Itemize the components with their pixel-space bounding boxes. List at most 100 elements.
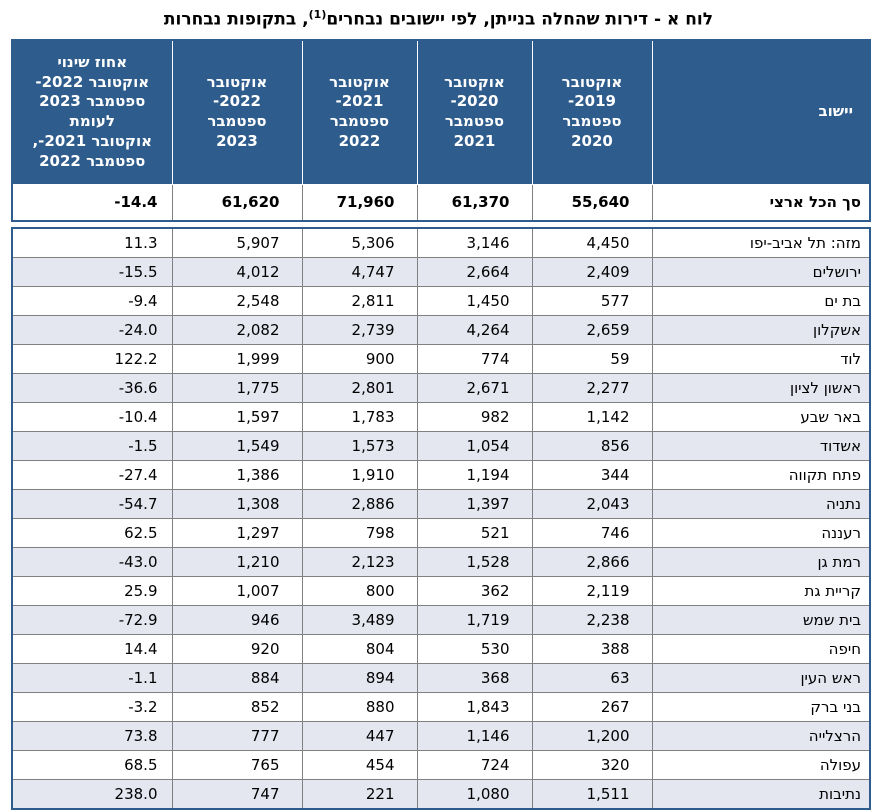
value-cell: 920 [171, 633, 303, 664]
locality-cell: באר שבע [651, 401, 871, 432]
value-cell: 1,999 [171, 343, 303, 374]
change-cell: 122.2 [11, 343, 173, 374]
locality-cell: מזה: תל אביב-יפו [651, 227, 871, 258]
locality-cell: אשדוד [651, 430, 871, 461]
value-cell: 320 [531, 749, 653, 780]
change-cell: 68.5 [11, 749, 173, 780]
value-cell: 852 [171, 691, 303, 722]
locality-cell: ירושלים [651, 256, 871, 287]
change-cell: -3.2 [11, 691, 173, 722]
value-cell: 1,386 [171, 459, 303, 490]
value-cell: 4,264 [416, 314, 533, 345]
change-cell: 62.5 [11, 517, 173, 548]
table-row: קריית גת 2,119 362 800 1,007 25.9 [11, 575, 871, 606]
value-cell: 1,597 [171, 401, 303, 432]
change-cell: -15.5 [11, 256, 173, 287]
table-row: אשקלון 2,659 4,264 2,739 2,082 -24.0 [11, 314, 871, 345]
locality-cell: בני ברק [651, 691, 871, 722]
value-cell: 4,012 [171, 256, 303, 287]
table-row: פתח תקווה 344 1,194 1,910 1,386 -27.4 [11, 459, 871, 490]
value-cell: 2,664 [416, 256, 533, 287]
header-period-2022-2023: אוקטובר 2022- ספטמבר 2023 [171, 39, 303, 185]
title-tail: , בתקופות נבחרות [163, 9, 309, 30]
locality-cell: נתיבות [651, 778, 871, 810]
table-row: הרצלייה 1,200 1,146 447 777 73.8 [11, 720, 871, 751]
value-cell: 2,119 [531, 575, 653, 606]
change-cell: -27.4 [11, 459, 173, 490]
locality-cell: חיפה [651, 633, 871, 664]
value-cell: 59 [531, 343, 653, 374]
locality-cell: בת ים [651, 285, 871, 316]
header-locality: יישוב [651, 39, 871, 185]
value-cell: 1,397 [416, 488, 533, 519]
locality-cell: קריית גת [651, 575, 871, 606]
change-cell: -36.6 [11, 372, 173, 403]
value-cell: 777 [171, 720, 303, 751]
value-cell: 1,297 [171, 517, 303, 548]
total-value-cell: 55,640 [531, 183, 653, 222]
value-cell: 1,528 [416, 546, 533, 577]
value-cell: 1,719 [416, 604, 533, 635]
value-cell: 1,450 [416, 285, 533, 316]
change-cell: 73.8 [11, 720, 173, 751]
value-cell: 2,548 [171, 285, 303, 316]
value-cell: 1,194 [416, 459, 533, 490]
value-cell: 368 [416, 662, 533, 693]
locality-cell: ראשון לציון [651, 372, 871, 403]
value-cell: 884 [171, 662, 303, 693]
value-cell: 3,146 [416, 227, 533, 258]
value-cell: 4,450 [531, 227, 653, 258]
value-cell: 982 [416, 401, 533, 432]
table-row: חיפה 388 530 804 920 14.4 [11, 633, 871, 664]
value-cell: 2,238 [531, 604, 653, 635]
change-cell: 14.4 [11, 633, 173, 664]
locality-cell: לוד [651, 343, 871, 374]
header-and-total-table: יישוב אוקטובר 2019- ספטמבר 2020 אוקטובר … [11, 38, 871, 222]
header-period-2020-2021: אוקטובר 2020- ספטמבר 2021 [416, 39, 533, 185]
table-row: נתניה 2,043 1,397 2,886 1,308 -54.7 [11, 488, 871, 519]
change-cell: -24.0 [11, 314, 173, 345]
table-row: עפולה 320 724 454 765 68.5 [11, 749, 871, 780]
value-cell: 1,054 [416, 430, 533, 461]
header-period-2021-2022: אוקטובר 2021- ספטמבר 2022 [301, 39, 418, 185]
value-cell: 900 [301, 343, 418, 374]
total-value-cell: 61,370 [416, 183, 533, 222]
value-cell: 856 [531, 430, 653, 461]
value-cell: 946 [171, 604, 303, 635]
table-row: בני ברק 267 1,843 880 852 -3.2 [11, 691, 871, 722]
change-cell: -9.4 [11, 285, 173, 316]
change-cell: -54.7 [11, 488, 173, 519]
value-cell: 746 [531, 517, 653, 548]
title-text: לוח א - דירות שהחלה בנייתן, לפי יישובים … [326, 9, 714, 30]
localities-data-table: מזה: תל אביב-יפו 4,450 3,146 5,306 5,907 11.3… [11, 226, 871, 810]
locality-cell: עפולה [651, 749, 871, 780]
locality-cell: רמת גן [651, 546, 871, 577]
total-row: סך הכל ארצי 55,640 61,370 71,960 61,620 … [11, 183, 871, 222]
value-cell: 1,549 [171, 430, 303, 461]
value-cell: 344 [531, 459, 653, 490]
value-cell: 2,659 [531, 314, 653, 345]
table-row: בת ים 577 1,450 2,811 2,548 -9.4 [11, 285, 871, 316]
change-cell: -43.0 [11, 546, 173, 577]
value-cell: 1,146 [416, 720, 533, 751]
locality-cell: פתח תקווה [651, 459, 871, 490]
value-cell: 521 [416, 517, 533, 548]
table-row: באר שבע 1,142 982 1,783 1,597 -10.4 [11, 401, 871, 432]
value-cell: 5,306 [301, 227, 418, 258]
value-cell: 577 [531, 285, 653, 316]
value-cell: 880 [301, 691, 418, 722]
value-cell: 1,308 [171, 488, 303, 519]
table-row: אשדוד 856 1,054 1,573 1,549 -1.5 [11, 430, 871, 461]
table-title: לוח א - דירות שהחלה בנייתן, לפי יישובים … [6, 8, 871, 30]
table-row: לוד 59 774 900 1,999 122.2 [11, 343, 871, 374]
table-row: בית שמש 2,238 1,719 3,489 946 -72.9 [11, 604, 871, 635]
change-cell: 238.0 [11, 778, 173, 810]
value-cell: 1,910 [301, 459, 418, 490]
table-row: מזה: תל אביב-יפו 4,450 3,146 5,306 5,907 11.3 [11, 227, 871, 258]
value-cell: 2,671 [416, 372, 533, 403]
value-cell: 221 [301, 778, 418, 810]
value-cell: 454 [301, 749, 418, 780]
value-cell: 5,907 [171, 227, 303, 258]
value-cell: 1,200 [531, 720, 653, 751]
